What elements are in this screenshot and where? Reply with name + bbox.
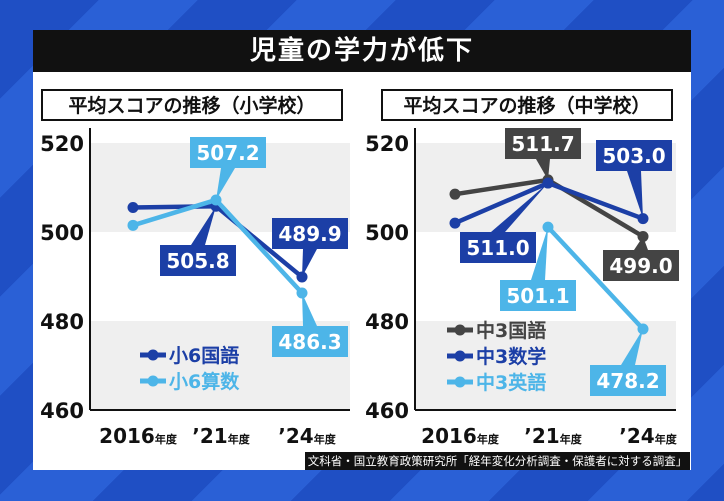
y-tick-label: 500: [365, 221, 409, 245]
x-tick-label: ’24年度: [619, 424, 677, 448]
chart-title: 平均スコアの推移（小学校）: [68, 94, 315, 117]
chart-title: 平均スコアの推移（中学校）: [403, 94, 650, 117]
data-label: 489.9: [278, 222, 341, 246]
data-label-box: [603, 250, 679, 281]
data-label-pointer: [216, 168, 235, 200]
legend-marker: [147, 349, 159, 361]
data-label-pointer: [621, 329, 643, 365]
y-tick-label: 520: [40, 132, 84, 156]
x-tick-label: 2016年度: [99, 424, 178, 448]
data-label-pointer: [302, 292, 317, 326]
data-point: [449, 217, 461, 229]
chart-1: 平均スコアの推移（中学校） 460 480 500 520 2016年度 ’21年度 ’24年…: [365, 89, 679, 448]
data-label-pointer: [627, 171, 643, 219]
data-label-box: [590, 365, 666, 396]
legend-label: 小6算数: [169, 370, 240, 393]
data-label-box: [160, 245, 236, 276]
data-label: 478.2: [596, 369, 659, 393]
data-point: [449, 188, 461, 200]
legend-label: 小6国語: [169, 344, 239, 367]
x-tick-label: ’21年度: [192, 424, 250, 448]
data-label-box: [460, 232, 536, 263]
y-tick-label: 500: [40, 221, 84, 245]
y-tick-label: 460: [40, 399, 84, 423]
data-label-box: [272, 218, 348, 249]
data-label-pointer: [634, 236, 648, 250]
legend-marker: [454, 324, 466, 336]
data-label: 511.7: [511, 132, 574, 156]
data-label: 499.0: [609, 254, 672, 278]
legend-marker: [454, 350, 466, 362]
legend-marker: [147, 375, 159, 387]
data-point: [127, 202, 139, 214]
data-label-box: [596, 140, 672, 171]
data-label-box: [272, 326, 348, 357]
series-line: [546, 225, 645, 331]
headline: 児童の学力が低下: [33, 30, 691, 72]
data-label-box: [190, 137, 266, 168]
legend-label: 中3国語: [476, 319, 546, 342]
legend-label: 中3数学: [476, 345, 546, 368]
source-credit: 文科省・国立教育政策研究所「経年変化分析調査・保護者に対する調査」: [305, 452, 690, 470]
x-tick-label: ’21年度: [524, 424, 582, 448]
data-label-box: [500, 280, 576, 311]
legend-label: 中3英語: [476, 371, 546, 394]
data-label-pointer: [302, 249, 317, 277]
x-tick-label: 2016年度: [421, 424, 500, 448]
data-point: [127, 219, 139, 231]
data-label: 501.1: [506, 284, 569, 308]
data-label: 505.8: [166, 249, 229, 273]
legend-marker: [454, 376, 466, 388]
data-label: 486.3: [278, 330, 341, 354]
chart-title-box: [381, 89, 673, 121]
data-label: 511.0: [466, 236, 529, 260]
y-tick-label: 480: [40, 310, 84, 334]
y-tick-label: 520: [365, 132, 409, 156]
y-tick-label: 480: [365, 310, 409, 334]
data-label-pointer: [536, 159, 550, 180]
chart-title-box: [41, 89, 343, 121]
x-tick-label: ’24年度: [278, 424, 336, 448]
chart-0: 平均スコアの推移（小学校） 460 480 500 520 2016年度 ’21年度 ’24年…: [40, 89, 350, 448]
data-label-pointer: [531, 227, 548, 280]
data-label-pointer: [491, 183, 548, 232]
data-label-pointer: [191, 206, 216, 245]
y-tick-label: 460: [365, 399, 409, 423]
data-label: 503.0: [602, 144, 665, 168]
data-label-box: [505, 128, 581, 159]
data-label: 507.2: [196, 141, 259, 165]
